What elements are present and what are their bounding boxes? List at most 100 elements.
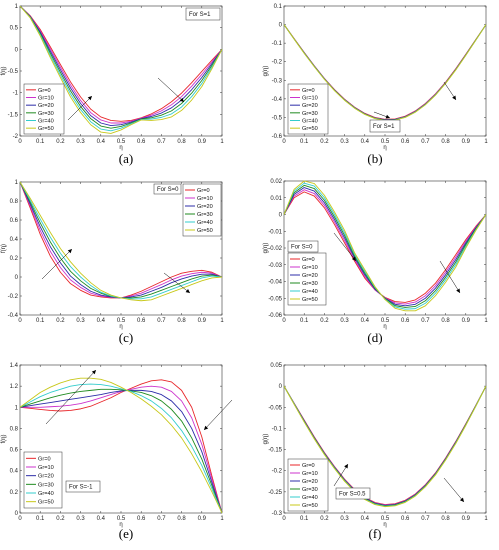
annotation-text: For S=0 — [291, 245, 313, 251]
annotation-text: For S=-1 — [69, 485, 93, 491]
legend-label: Gr=20 — [302, 273, 318, 279]
y-axis-label: g(η) — [263, 66, 269, 77]
x-tick-label: 0.6 — [401, 318, 410, 324]
legend-label: Gr=50 — [38, 500, 54, 506]
x-tick-label: 0.8 — [441, 516, 450, 522]
trend-arrow — [157, 77, 185, 103]
x-tick-label: 0.3 — [76, 516, 85, 522]
y-tick-label: 0.8 — [10, 426, 19, 432]
x-tick-label: 0.2 — [320, 516, 329, 522]
y-tick-label: -1 — [13, 91, 19, 97]
trend-arrow-head — [344, 464, 348, 469]
legend-box — [23, 451, 63, 509]
trend-arrow — [333, 463, 349, 487]
legend-label: Gr=0 — [302, 257, 315, 263]
y-tick-label: -0.2 — [272, 469, 283, 475]
chart-panel-d: 0 0.1 0.2 0.3 0.4 0.5 0.6 0.7 0.8 0.9 1 -0.06 -0.05 -… — [263, 179, 488, 330]
x-tick-label: 0.4 — [97, 516, 106, 522]
legend-label: Gr=40 — [302, 495, 318, 501]
x-tick-label: 0.2 — [56, 139, 65, 145]
y-tick-label: 0.8 — [10, 199, 19, 205]
legend-label: Gr=30 — [197, 212, 213, 218]
y-tick-label: 0 — [15, 511, 19, 517]
trend-arrow-head — [459, 497, 464, 502]
y-tick-label: -0.25 — [268, 490, 282, 496]
caption-e: (e) — [118, 526, 134, 541]
annotation-text: For S=1 — [373, 124, 395, 130]
x-tick-label: 0 — [18, 516, 22, 522]
x-tick-label: 0.3 — [340, 516, 349, 522]
legend-label: Gr=20 — [302, 103, 318, 109]
y-tick-label: 0.6 — [10, 218, 19, 224]
y-tick-label: -0.6 — [272, 134, 283, 140]
caption-b: (b) — [367, 151, 383, 166]
legend-label: Gr=10 — [302, 265, 318, 271]
series-line-Gr=0 — [19, 379, 223, 514]
trend-arrow-head — [87, 96, 92, 101]
x-tick-label: 0.5 — [381, 318, 390, 324]
trend-arrow — [333, 232, 357, 262]
trend-arrow — [45, 369, 97, 425]
series-line-Gr=0 — [19, 5, 223, 122]
series-line-Gr=20 — [19, 5, 223, 127]
legend-label: Gr=40 — [302, 289, 318, 295]
trend-arrow — [41, 248, 73, 280]
legend-label: Gr=50 — [38, 126, 54, 132]
x-tick-label: 1 — [484, 516, 488, 522]
legend-label: Gr=50 — [302, 503, 318, 509]
legend-label: Gr=50 — [197, 228, 213, 234]
y-axis-label: g(η) — [263, 243, 269, 254]
x-tick-label: 0.9 — [198, 318, 207, 324]
trend-arrow — [439, 260, 461, 294]
x-tick-label: 0.1 — [300, 318, 309, 324]
y-tick-label: 0 — [15, 47, 19, 53]
y-tick-label: 0.1 — [274, 4, 283, 10]
x-tick-label: 0.7 — [421, 318, 430, 324]
legend-label: Gr=20 — [38, 103, 54, 109]
y-tick-label: 0.02 — [270, 179, 282, 185]
chart-panel-c: 0 0.1 0.2 0.3 0.4 0.5 0.6 0.7 0.8 0.9 1 -0.4 -0.2 0 0.… — [1, 180, 224, 330]
y-tick-label: -0.2 — [8, 294, 19, 300]
x-tick-label: 0.5 — [381, 516, 390, 522]
x-tick-label: 0.9 — [198, 516, 207, 522]
x-tick-label: 0.4 — [361, 318, 370, 324]
chart-panel-e: 0 0.1 0.2 0.3 0.4 0.5 0.6 0.7 0.8 0.9 1 0 0.2 0.4 0.6 0… — [1, 363, 233, 528]
x-tick-label: 0.6 — [137, 318, 146, 324]
legend-label: Gr=0 — [302, 463, 315, 469]
trend-arrow — [163, 272, 191, 294]
y-tick-label: -0.02 — [268, 246, 282, 252]
y-tick-label: -1.5 — [8, 112, 19, 118]
x-axis-label: η — [383, 522, 386, 528]
trend-arrow-head — [351, 256, 356, 261]
legend-label: Gr=50 — [302, 297, 318, 303]
x-tick-label: 0.1 — [36, 516, 45, 522]
legend-box — [23, 83, 65, 135]
trend-arrow-head — [179, 97, 184, 102]
annotation-box — [65, 480, 101, 493]
legend-label: Gr=40 — [38, 491, 54, 497]
series-line-Gr=40 — [19, 383, 223, 514]
legend-label: Gr=30 — [38, 482, 54, 488]
x-tick-label: 0.8 — [177, 139, 186, 145]
x-tick-label: 0.8 — [177, 516, 186, 522]
legend-label: Gr=30 — [38, 111, 54, 117]
x-tick-label: 1 — [220, 139, 224, 145]
x-tick-label: 0.4 — [361, 139, 370, 145]
x-tick-label: 0 — [282, 516, 286, 522]
y-tick-label: 1.2 — [10, 384, 19, 390]
legend-label: Gr=30 — [302, 281, 318, 287]
x-tick-label: 0.3 — [76, 139, 85, 145]
x-tick-label: 0.2 — [320, 139, 329, 145]
x-tick-label: 1 — [220, 516, 224, 522]
x-tick-label: 0.7 — [157, 139, 166, 145]
x-tick-label: 0.3 — [76, 318, 85, 324]
annotation-text: For S=0.5 — [339, 492, 366, 498]
y-tick-label: -0.4 — [272, 97, 283, 103]
y-axis-label: f(η) — [1, 244, 7, 253]
x-tick-label: 0.6 — [401, 516, 410, 522]
legend-label: Gr=50 — [302, 126, 318, 132]
x-tick-label: 1 — [484, 318, 488, 324]
x-tick-label: 0.1 — [36, 139, 45, 145]
x-tick-label: 0.1 — [36, 318, 45, 324]
